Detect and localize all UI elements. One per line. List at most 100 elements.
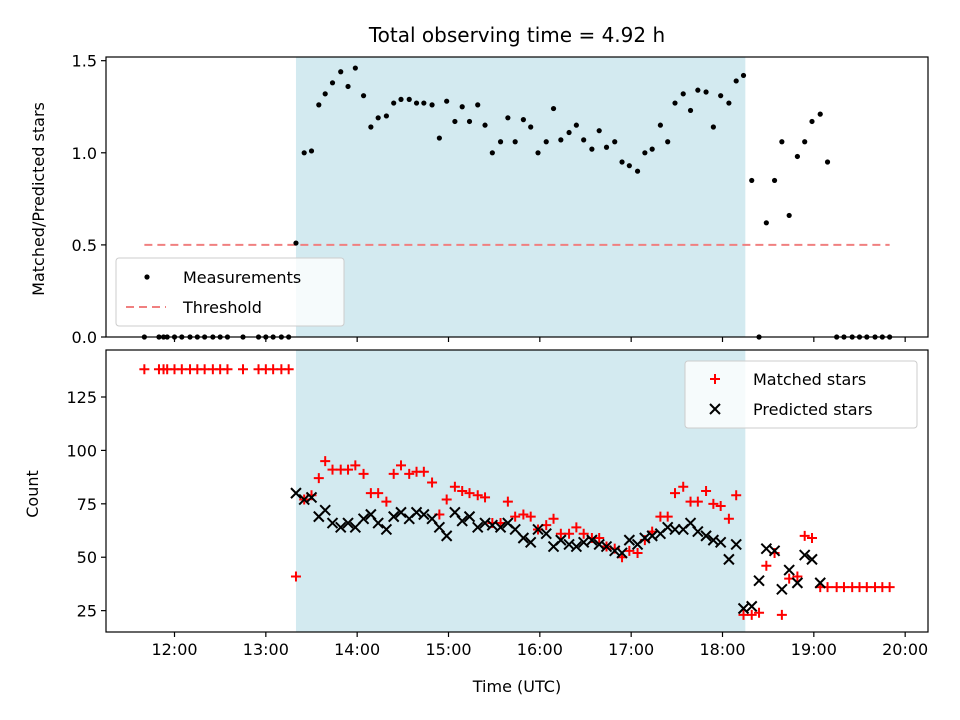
data-point <box>352 65 358 71</box>
x-axis-label: Time (UTC) <box>472 677 561 696</box>
data-point <box>558 137 564 143</box>
series-predicted-stars <box>290 487 826 615</box>
data-point <box>489 150 495 156</box>
legend-box <box>115 257 345 327</box>
y-tick-label: 1.0 <box>72 144 97 163</box>
x-tick-label: 20:00 <box>882 640 928 659</box>
data-point <box>760 542 773 555</box>
data-point <box>479 517 491 529</box>
data-point <box>593 538 605 551</box>
y-tick-label: 125 <box>66 388 97 407</box>
data-point <box>626 163 632 169</box>
data-point <box>283 364 294 375</box>
data-point <box>290 487 302 499</box>
data-point <box>518 509 529 520</box>
data-point <box>368 124 374 130</box>
data-point <box>723 553 735 566</box>
data-point <box>543 139 549 145</box>
data-point <box>746 609 757 620</box>
data-point <box>665 139 671 145</box>
legend: Matched stars Predicted stars <box>684 360 918 429</box>
data-point <box>586 534 598 546</box>
data-point <box>395 506 407 519</box>
data-point <box>388 468 399 479</box>
data-point <box>404 468 415 479</box>
data-point <box>669 523 681 536</box>
data-point <box>418 508 430 521</box>
data-point <box>463 510 476 523</box>
data-point <box>632 547 643 558</box>
data-point <box>452 118 458 125</box>
data-point <box>730 538 742 551</box>
data-point <box>566 129 572 136</box>
data-point <box>406 96 412 102</box>
legend-label-measurements: Measurements <box>183 268 301 287</box>
data-point <box>749 177 755 184</box>
bottom-panel: 25 50 75 100 125 12:00 13:00 14:00 15:00 16:00 17:… <box>66 349 929 659</box>
y-tick-label: 1.5 <box>72 52 97 71</box>
data-point <box>502 496 513 507</box>
data-point <box>497 139 504 145</box>
data-point <box>642 150 648 156</box>
data-point <box>707 534 720 546</box>
data-point <box>634 168 641 174</box>
data-point <box>343 464 354 475</box>
top-panel: 0.0 0.5 1.0 1.5 Measurements Threshold <box>72 52 929 347</box>
data-point <box>761 560 772 571</box>
data-point <box>649 146 655 152</box>
x-tick-label: 19:00 <box>791 640 837 659</box>
data-point <box>700 530 712 542</box>
data-point <box>486 519 499 531</box>
data-point <box>776 583 788 595</box>
legend-label-matched: Matched stars <box>753 370 866 389</box>
data-point <box>687 107 694 114</box>
data-point <box>413 100 420 106</box>
data-point <box>301 150 307 156</box>
data-point <box>692 525 704 538</box>
bottom-y-axis-label: Count <box>23 470 42 518</box>
data-point <box>555 534 567 546</box>
data-point <box>535 150 541 156</box>
data-point <box>396 460 407 471</box>
legend-box <box>684 360 918 429</box>
data-point <box>771 177 778 184</box>
data-point <box>524 536 537 548</box>
x-tick-label: 16:00 <box>517 640 563 659</box>
data-point <box>753 575 765 587</box>
data-point <box>505 115 511 121</box>
data-point <box>657 122 663 128</box>
x-tick-label: 14:00 <box>334 640 380 659</box>
data-point <box>672 100 678 106</box>
data-point <box>783 564 795 576</box>
data-point <box>573 122 579 128</box>
data-point <box>540 528 552 540</box>
data-point <box>222 364 233 375</box>
data-point <box>680 91 686 97</box>
data-point <box>807 533 818 543</box>
data-point <box>708 498 719 509</box>
legend-marker-measurements <box>144 274 150 280</box>
data-point <box>316 102 322 108</box>
data-point <box>322 91 328 97</box>
data-point <box>444 98 450 104</box>
data-point <box>494 521 507 534</box>
x-tick-label: 15:00 <box>425 640 471 659</box>
data-point <box>600 540 613 553</box>
data-point <box>512 139 518 145</box>
legend: Measurements Threshold <box>115 257 345 327</box>
data-point <box>619 159 625 165</box>
data-point <box>623 534 636 546</box>
data-point <box>380 523 393 536</box>
observing-window-span <box>295 350 746 632</box>
y-tick-label: 100 <box>66 441 97 460</box>
data-point <box>449 481 460 492</box>
data-point <box>418 466 429 477</box>
data-point <box>692 496 703 507</box>
data-point <box>571 522 582 533</box>
y-tick-label: 50 <box>77 548 97 567</box>
legend-label-predicted: Predicted stars <box>753 400 873 419</box>
top-y-axis-label: Matched/Predicted stars <box>29 102 48 296</box>
data-point <box>703 89 709 95</box>
data-point <box>440 530 453 542</box>
data-point <box>763 220 769 226</box>
